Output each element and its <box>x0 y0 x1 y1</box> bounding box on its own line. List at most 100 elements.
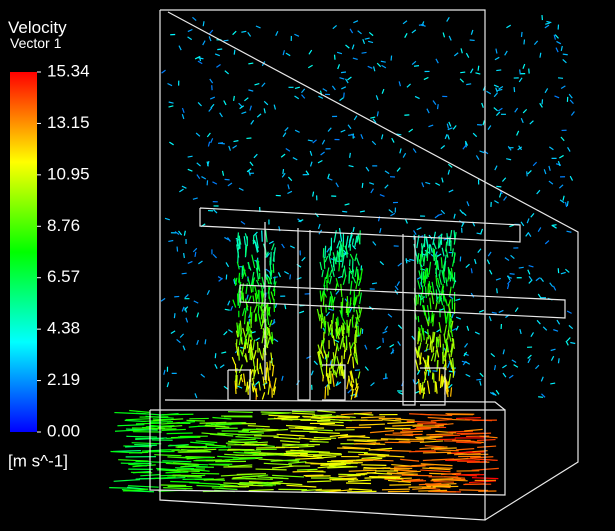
vector-arrow <box>549 166 550 171</box>
vector-arrow <box>239 323 240 334</box>
vector-arrow <box>179 189 183 192</box>
vector-arrow <box>328 128 331 132</box>
vector-arrow <box>311 162 312 167</box>
vector-arrow <box>567 337 570 341</box>
vector-arrow <box>287 191 291 193</box>
vector-arrow <box>440 270 441 276</box>
vector-arrow <box>340 98 344 101</box>
vector-arrow <box>467 201 469 206</box>
vector-arrow <box>372 283 377 284</box>
vector-arrow <box>480 381 481 386</box>
vector-arrow <box>262 83 265 87</box>
vector-arrow <box>429 262 431 275</box>
legend-tick-label: 2.19 <box>47 370 80 389</box>
vector-arrow <box>126 419 151 420</box>
vector-arrow <box>453 358 454 368</box>
vector-arrow <box>164 370 165 375</box>
vector-arrow <box>538 397 543 398</box>
vector-arrow <box>443 32 444 37</box>
vector-arrow <box>269 241 273 243</box>
vector-arrow <box>274 437 301 439</box>
vector-arrow <box>248 63 253 64</box>
vector-arrow <box>496 278 501 280</box>
vector-arrow <box>519 267 524 268</box>
vector-arrow <box>509 375 513 378</box>
vector-arrow <box>332 86 335 90</box>
vector-arrow <box>329 296 331 309</box>
vector-arrow <box>524 39 525 44</box>
vector-arrow <box>231 306 233 311</box>
vector-arrow <box>229 146 231 151</box>
vector-arrow <box>403 21 407 24</box>
vector-arrow <box>467 462 487 463</box>
vector-arrow <box>259 459 283 461</box>
vector-arrow <box>288 462 306 464</box>
vector-arrow <box>359 288 360 296</box>
vector-arrow <box>392 138 394 142</box>
vector-arrow <box>405 481 426 482</box>
vector-arrow <box>449 190 454 192</box>
vector-arrow <box>272 365 273 377</box>
vector-arrow <box>340 337 343 349</box>
vector-arrow <box>383 331 388 333</box>
vector-arrow <box>417 255 418 262</box>
vector-arrow <box>362 183 363 188</box>
vector-arrow <box>442 178 443 183</box>
vector-arrow <box>341 284 342 297</box>
vector-arrow <box>449 374 451 385</box>
vector-arrow <box>534 41 537 45</box>
vector-arrow <box>228 301 230 306</box>
vector-arrow <box>348 390 352 394</box>
vector-arrow <box>244 98 248 101</box>
vector-arrow <box>241 112 246 114</box>
vector-arrow <box>182 114 184 119</box>
vector-arrow <box>240 450 261 451</box>
vector-arrow <box>503 349 504 354</box>
vector-arrow <box>330 270 332 277</box>
vector-arrow <box>182 273 187 274</box>
vector-arrow <box>459 490 488 491</box>
vector-arrow <box>262 392 264 399</box>
legend-tick-label: 15.34 <box>47 61 90 80</box>
vector-arrow <box>362 52 367 53</box>
vector-arrow <box>561 46 562 51</box>
vector-arrow <box>301 89 304 93</box>
vector-arrow <box>262 230 263 241</box>
vector-arrow <box>421 333 422 342</box>
vector-arrow <box>321 152 325 155</box>
vector-arrow <box>405 33 407 37</box>
vector-arrow <box>476 155 479 159</box>
vector-arrow <box>193 198 198 199</box>
vector-arrow <box>430 298 431 310</box>
vector-arrow <box>249 490 274 491</box>
vector-arrow <box>456 326 458 331</box>
vector-arrow <box>380 261 384 264</box>
vector-arrow <box>215 364 217 368</box>
vector-arrow <box>567 311 571 313</box>
vector-arrow <box>168 84 173 86</box>
vector-arrow <box>464 429 483 431</box>
vector-arrow <box>455 299 460 300</box>
vector-arrow <box>283 169 284 174</box>
vector-arrow <box>128 486 159 487</box>
vector-arrow <box>302 95 305 99</box>
vector-arrow <box>570 176 572 180</box>
vector-arrow <box>213 254 216 258</box>
vector-arrow <box>234 96 235 101</box>
vector-arrow <box>259 348 262 359</box>
vector-arrow <box>545 25 549 28</box>
vector-arrow <box>466 84 471 85</box>
vector-arrow <box>228 412 253 413</box>
vector-arrow <box>360 293 362 304</box>
vector-arrow <box>538 294 541 298</box>
vector-arrow <box>433 482 454 483</box>
viewport: Velocity Vector 1 [m s^-1] 15.3413.1510.… <box>0 0 615 531</box>
vector-arrow <box>250 306 251 317</box>
vector-arrow <box>425 182 430 183</box>
vector-arrow <box>439 322 441 333</box>
vector-arrow <box>234 50 235 55</box>
vector-arrow <box>242 444 268 445</box>
vector-arrow <box>361 134 363 139</box>
vector-arrow <box>267 362 268 373</box>
vector-arrow <box>198 261 202 264</box>
